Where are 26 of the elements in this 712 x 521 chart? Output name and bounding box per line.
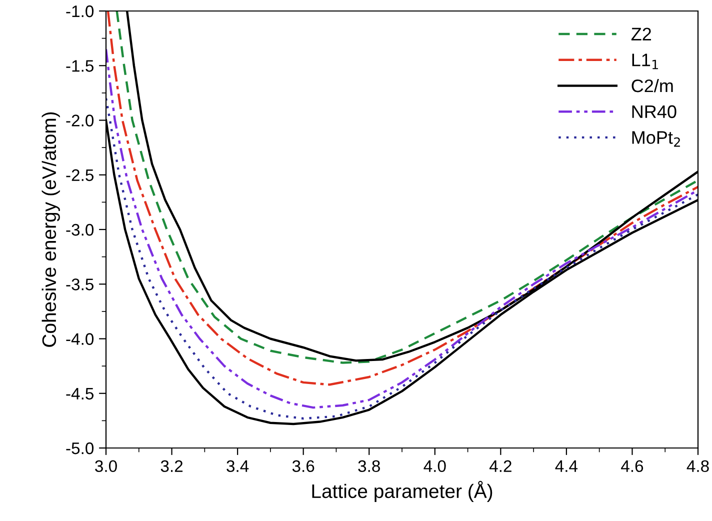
y-tick-label: -3.0: [66, 224, 94, 236]
y-tick-label: -2.0: [66, 114, 94, 126]
x-tick-label: 4.4: [555, 460, 578, 472]
x-tick-label: 3.2: [160, 460, 183, 472]
legend-label: MoPt$_{2}$: [632, 131, 680, 147]
y-tick-label: -1.0: [66, 5, 94, 18]
y-tick-label: -1.5: [66, 60, 94, 72]
x-tick-label: 4.2: [489, 460, 512, 472]
legend-label: C2/m: [632, 78, 673, 92]
y-tick-label: -5.0: [66, 442, 94, 454]
y-tick-label: -4.0: [66, 333, 94, 345]
x-tick-label: 3.0: [95, 460, 117, 472]
x-tick-label: 3.4: [226, 460, 249, 472]
y-tick-label: -2.5: [66, 169, 94, 182]
x-tick-label: 3.8: [358, 460, 380, 472]
y-tick-label: -3.5: [66, 278, 94, 290]
x-tick-label: 4.0: [424, 460, 446, 472]
legend-label: Z2: [631, 28, 651, 40]
x-tick-label: 4.8: [686, 460, 709, 472]
legend-label: NR40: [632, 105, 676, 118]
y-tick-label: -4.5: [66, 388, 94, 400]
x-tick-label: 3.6: [292, 460, 314, 472]
x-tick-label: 4.6: [621, 460, 644, 472]
x-axis-title: Lattice parameter (Å): [312, 480, 492, 502]
legend-label: L1$_{1}$: [632, 54, 658, 70]
y-axis-title: Cohesive energy (eV/atom): [42, 112, 60, 347]
